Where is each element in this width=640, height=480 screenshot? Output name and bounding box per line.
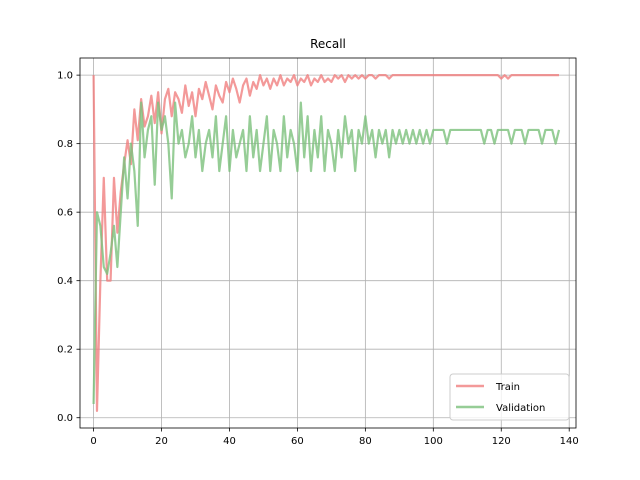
y-tick-label: 0.6 bbox=[57, 208, 73, 219]
x-tick-label: 20 bbox=[155, 436, 168, 447]
series-line-train bbox=[92, 74, 560, 412]
legend-label-validation: Validation bbox=[496, 403, 545, 414]
y-tick-label: 0.4 bbox=[57, 276, 73, 287]
x-tick-label: 80 bbox=[359, 436, 372, 447]
y-axis-ticks: 0.0 0.2 0.4 0.6 0.8 1.0 bbox=[57, 71, 80, 424]
x-axis-ticks: 0 20 40 60 80 100 120 140 bbox=[90, 428, 579, 447]
x-tick-label: 140 bbox=[560, 436, 579, 447]
legend-label-train: Train bbox=[495, 382, 520, 393]
series-line-validation bbox=[92, 101, 561, 405]
x-tick-label: 120 bbox=[492, 436, 511, 447]
y-tick-label: 0.8 bbox=[57, 139, 73, 150]
series-lines bbox=[92, 74, 561, 412]
x-tick-label: 100 bbox=[424, 436, 443, 447]
x-tick-label: 0 bbox=[90, 436, 96, 447]
legend: Train Validation bbox=[449, 373, 570, 421]
y-tick-label: 0.2 bbox=[57, 345, 73, 356]
y-tick-label: 0.0 bbox=[57, 413, 73, 424]
x-tick-label: 60 bbox=[291, 436, 304, 447]
y-tick-label: 1.0 bbox=[57, 71, 73, 82]
x-tick-label: 40 bbox=[223, 436, 236, 447]
plot-frame bbox=[79, 57, 577, 429]
chart-title: Recall bbox=[310, 37, 346, 51]
grid bbox=[80, 58, 576, 428]
